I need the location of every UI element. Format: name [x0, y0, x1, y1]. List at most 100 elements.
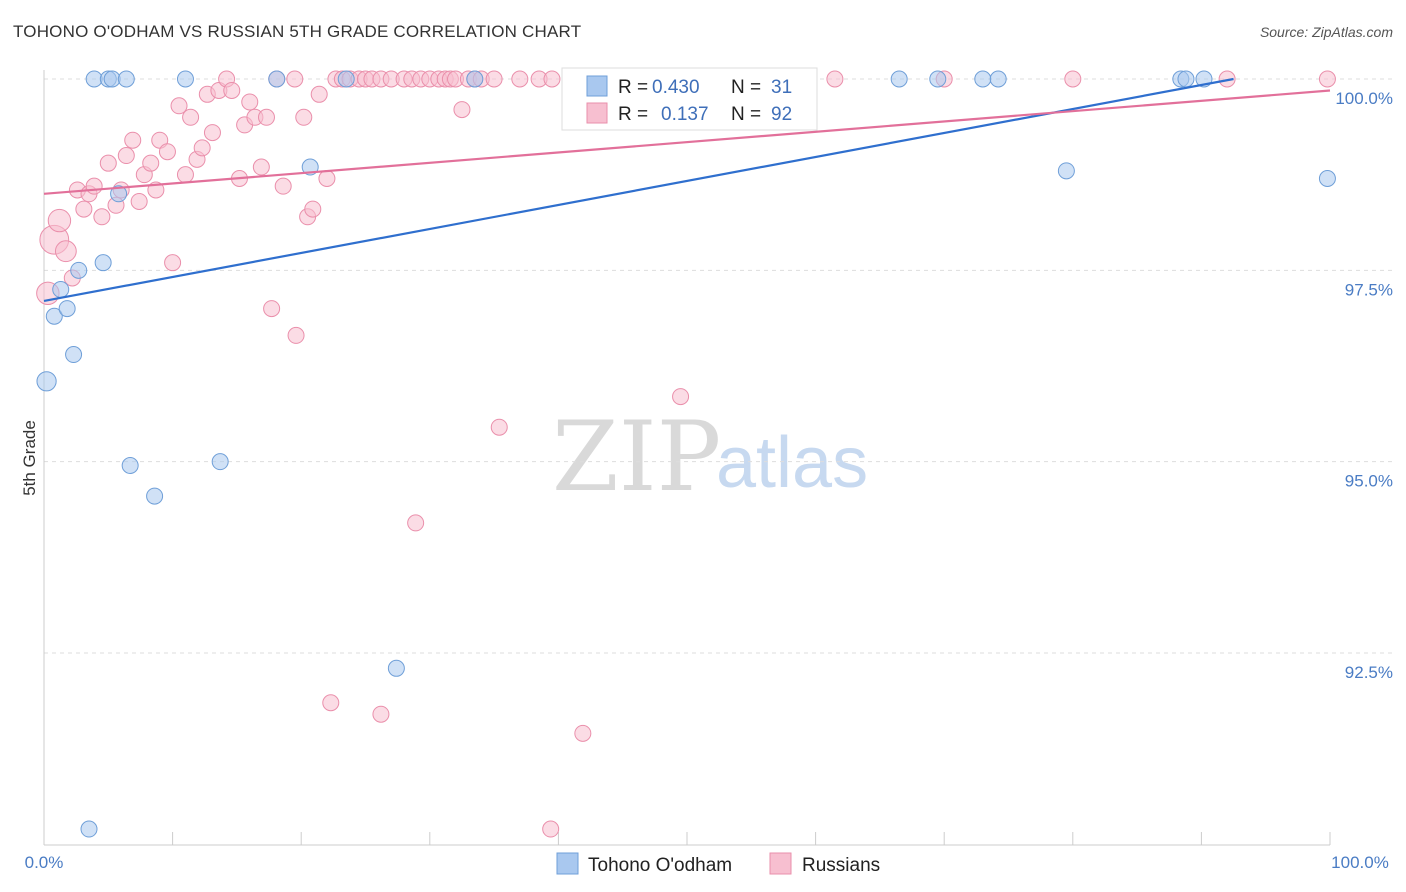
tohono-point-0: [36, 371, 57, 392]
y-tick-label-3: 92.5%: [1345, 663, 1393, 682]
russian-point-71: [511, 70, 529, 88]
russian-point-38: [263, 300, 281, 318]
legend-r-value-2: 0.137: [661, 104, 709, 125]
tohono-point-31: [1318, 169, 1336, 187]
tohono-point-9: [146, 487, 164, 505]
russian-point-73: [543, 70, 561, 88]
tohono-point-7: [110, 185, 128, 203]
gridlines: [44, 78, 1392, 654]
russian-point-79: [826, 70, 844, 88]
y-axis-label: 5th Grade: [20, 420, 39, 496]
tohono-point-8: [121, 456, 139, 474]
russian-point-45: [304, 200, 322, 218]
legend-n-label-1: N =: [731, 77, 761, 98]
tohono-point-11: [80, 820, 98, 838]
x-tick-label-max: 100.0%: [1331, 853, 1389, 872]
russian-point-23: [176, 166, 194, 184]
russian-point-69: [485, 70, 503, 88]
legend-n-value-1: 31: [771, 77, 792, 98]
tohono-point-5: [70, 261, 88, 279]
russian-point-85: [372, 705, 390, 723]
legend-n-value-2: 92: [771, 104, 792, 125]
russian-point-20: [158, 143, 176, 161]
tohono-point-6: [94, 254, 112, 272]
russian-point-43: [295, 108, 313, 126]
tohono-point-26: [989, 70, 1007, 88]
stats-legend: R = 0.430 N = 31 R = 0.137 N = 92: [561, 67, 818, 131]
russian-point-13: [117, 147, 135, 165]
russian-point-36: [252, 158, 270, 176]
legend-swatch-blue: [586, 75, 608, 97]
legend-n-label-2: N =: [731, 104, 761, 125]
russian-point-81: [1064, 70, 1082, 88]
russian-point-17: [142, 154, 160, 172]
tohono-point-23: [890, 70, 908, 88]
series-legend-label-russians: Russians: [802, 855, 880, 876]
tohono-point-18: [176, 70, 194, 88]
tohono-point-20: [337, 70, 355, 88]
russian-point-6: [75, 200, 93, 218]
tohono-point-1: [45, 307, 63, 325]
russian-point-3: [54, 240, 77, 263]
russian-point-47: [318, 169, 336, 187]
russian-trend-line: [43, 89, 1331, 195]
y-tick-label-2: 95.0%: [1345, 472, 1393, 491]
legend-swatch-pink: [586, 102, 608, 124]
russian-point-83: [1318, 70, 1336, 88]
russian-point-2: [47, 208, 72, 233]
russian-point-31: [223, 81, 241, 99]
series-legend: Tohono O'odham Russians: [556, 852, 880, 876]
tohono-point-24: [929, 70, 947, 88]
tohono-point-3: [58, 300, 76, 318]
legend-r-value-1: 0.430: [652, 77, 700, 98]
russian-point-41: [286, 70, 304, 88]
russian-point-15: [130, 192, 148, 210]
trend-lines: [43, 77, 1331, 303]
tohono-point-19: [268, 70, 286, 88]
russian-point-34: [241, 93, 259, 111]
tohono-point-12: [387, 659, 405, 677]
tohono-point-28: [1177, 70, 1195, 88]
series-legend-swatch-blue: [556, 852, 579, 875]
watermark-zip: ZIP: [552, 401, 721, 513]
legend-r-label-1: R =: [618, 77, 648, 98]
russian-point-40: [274, 177, 292, 195]
watermark-atlas: atlas: [716, 423, 868, 503]
tohono-point-17: [117, 70, 135, 88]
russian-point-24: [182, 108, 200, 126]
y-tick-label-0: 100.0%: [1335, 89, 1393, 108]
russian-point-42: [287, 326, 305, 344]
russian-point-28: [203, 124, 221, 142]
x-ticks: [43, 832, 1331, 845]
russian-point-26: [193, 139, 211, 157]
russian-point-21: [164, 254, 182, 272]
legend-r-label-2: R =: [618, 104, 648, 125]
russian-point-10: [99, 154, 117, 172]
series-legend-swatch-pink: [769, 852, 792, 875]
tohono-point-16: [103, 70, 121, 88]
russian-point-65: [453, 101, 471, 119]
tohono-point-10: [211, 453, 229, 471]
tohono-point-30: [1057, 162, 1075, 180]
y-tick-label-1: 97.5%: [1345, 280, 1393, 299]
russian-point-22: [170, 97, 188, 115]
tohono-point-21: [466, 70, 484, 88]
chart-title: TOHONO O'ODHAM VS RUSSIAN 5TH GRADE CORR…: [13, 22, 582, 41]
russian-point-87: [542, 820, 560, 838]
source-label: Source: ZipAtlas.com: [1259, 24, 1393, 40]
russian-point-14: [124, 131, 142, 149]
russian-point-84: [322, 694, 340, 712]
russian-point-76: [672, 388, 690, 406]
tohono-trend-line: [43, 77, 1234, 303]
tohono-point-25: [974, 70, 992, 88]
russian-point-9: [93, 208, 111, 226]
tohono-point-4: [65, 346, 83, 364]
russian-point-37: [257, 108, 275, 126]
russian-point-82: [1218, 70, 1236, 88]
tohono-point-2: [52, 280, 70, 298]
russian-point-58: [407, 514, 425, 532]
russian-point-46: [310, 85, 328, 103]
russian-point-70: [490, 418, 508, 436]
russian-point-86: [574, 724, 592, 742]
